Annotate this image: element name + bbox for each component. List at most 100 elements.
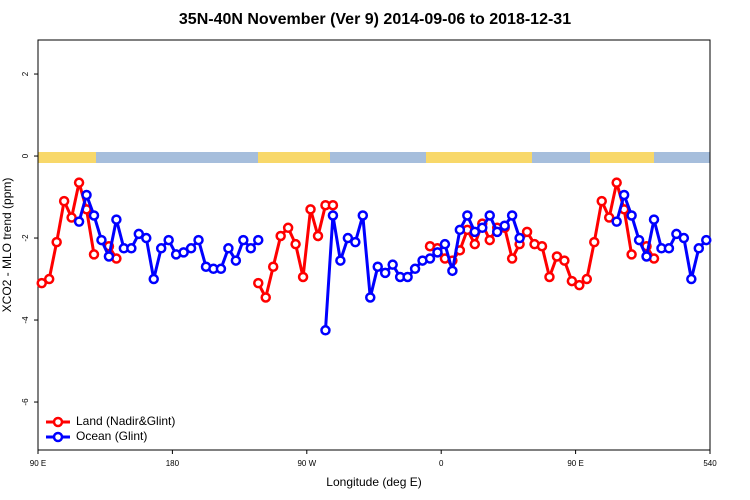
data-point [633, 234, 645, 246]
data-point [297, 271, 309, 283]
data-point [88, 249, 100, 260]
data-point [73, 216, 85, 227]
x-tick-label: 0 [439, 459, 444, 468]
data-point [484, 234, 495, 246]
data-point [589, 236, 600, 248]
y-tick-label: 2 [21, 71, 30, 76]
data-point [536, 240, 548, 252]
data-point [43, 273, 55, 285]
data-point [73, 177, 85, 188]
data-point [693, 243, 705, 254]
x-tick-label: 90 E [30, 459, 46, 468]
land-strip [426, 152, 532, 163]
data-point [424, 253, 436, 264]
data-point [439, 238, 451, 250]
data-point [596, 195, 607, 207]
data-point [148, 273, 159, 285]
data-point [320, 325, 331, 336]
data-point [499, 220, 510, 231]
data-point [678, 232, 690, 244]
data-point [372, 261, 383, 272]
data-point [275, 230, 286, 242]
y-tick-label: -2 [21, 234, 30, 242]
surface-strip [38, 152, 710, 163]
data-point [559, 255, 570, 266]
data-point [185, 243, 197, 254]
legend-marker [52, 416, 64, 428]
data-point [432, 247, 443, 258]
data-point [641, 251, 652, 262]
data-point [245, 243, 257, 254]
land-strip [38, 152, 96, 163]
data-point [574, 279, 585, 291]
data-point [193, 234, 204, 246]
data-point [566, 275, 578, 287]
data-point [327, 210, 339, 221]
data-point [103, 251, 115, 262]
data-point [663, 243, 675, 254]
data-point [350, 236, 361, 248]
x-tick-label: 90 E [567, 459, 583, 468]
data-point [58, 195, 70, 207]
data-point [88, 210, 100, 221]
x-axis-label: Longitude (deg E) [326, 475, 421, 489]
legend-label: Land (Nadir&Glint) [76, 414, 175, 428]
data-point [260, 292, 271, 303]
data-point [335, 255, 346, 266]
data-point [312, 230, 324, 242]
data-point [387, 259, 398, 270]
data-point [626, 210, 637, 221]
ocean-strip [38, 152, 710, 163]
data-point [506, 210, 518, 221]
data-point [701, 234, 712, 246]
data-point [357, 210, 369, 221]
data-point [305, 204, 316, 215]
data-point [454, 224, 466, 236]
data-point [581, 273, 593, 285]
data-point [379, 267, 391, 279]
data-point [671, 228, 682, 240]
data-point [267, 261, 279, 272]
data-point [51, 236, 62, 248]
data-point [155, 243, 167, 254]
series [36, 177, 660, 303]
data-point [469, 226, 481, 238]
data-point [290, 238, 301, 250]
data-point [521, 226, 533, 238]
x-tick-label: 540 [703, 459, 717, 468]
data-point [477, 222, 488, 234]
plot-frame [37, 39, 711, 451]
data-point [282, 222, 294, 234]
data-point [402, 271, 413, 283]
series [73, 189, 712, 336]
data-point [81, 189, 92, 201]
data-point [141, 232, 152, 244]
data-point [603, 212, 615, 223]
data-point [462, 210, 473, 221]
data-point [506, 253, 518, 264]
data-point [215, 263, 227, 275]
y-tick-label: -4 [21, 316, 30, 324]
data-point [544, 271, 555, 283]
data-point [36, 277, 47, 289]
data-point [230, 255, 242, 266]
data-point [133, 228, 145, 240]
land-strip [258, 152, 330, 163]
data-point [611, 177, 622, 188]
land-strip [590, 152, 654, 163]
x-tick-label: 90 W [297, 459, 316, 468]
data-point [253, 234, 264, 246]
data-point [111, 214, 122, 225]
data-point [551, 251, 563, 262]
data-point [342, 232, 354, 244]
data-point [491, 226, 503, 238]
data-point [484, 210, 495, 221]
y-tick-label: 0 [21, 153, 30, 158]
data-point [611, 216, 622, 227]
data-point [327, 199, 339, 211]
data-point [223, 243, 234, 254]
data-point [66, 212, 77, 223]
data-point [618, 189, 630, 201]
data-point [178, 247, 189, 258]
